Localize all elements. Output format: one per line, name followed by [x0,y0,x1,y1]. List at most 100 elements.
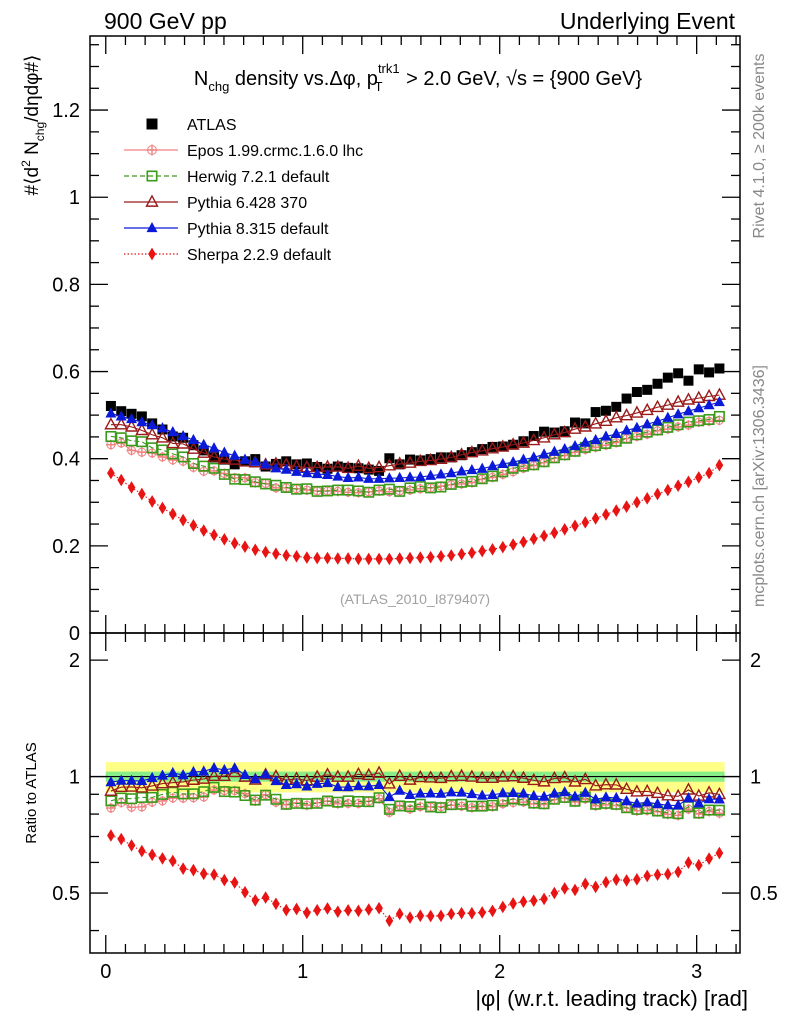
ratio-point-sherpa-2-2-9-default [653,868,662,882]
point-sherpa-2-2-9-default [643,492,652,505]
point-herwig-7-2-1-default [136,436,148,448]
point-atlas [291,459,302,470]
legend-marker [146,221,158,233]
point-pythia-8-315-default [332,470,344,481]
ratio-point-pythia-8-315-default [569,790,581,801]
ratio-point-herwig-7-2-1-default [218,786,230,798]
point-pythia-8-315-default [239,453,251,464]
legend-label: Pythia 6.428 370 [187,195,307,212]
ratio-point-pythia-6-428-370 [403,772,417,785]
ratio-point-pythia-8-315-default [559,786,571,797]
ratio-point-sherpa-2-2-9-default [323,902,332,915]
point-epos-1-99-crmc-1-6-0-lhc [126,445,137,456]
ratio-point-herwig-7-2-1-default [301,798,313,810]
point-herwig-7-2-1-default [456,476,468,488]
ratio-point-pythia-8-315-default [414,787,426,798]
ratio-point-sherpa-2-2-9-default [272,897,280,911]
ratio-point-herwig-7-2-1-default [445,799,457,811]
point-pythia-6-428-370 [207,449,221,462]
ratio-point-pythia-8-315-default [187,765,199,777]
ratio-point-pythia-6-428-370 [197,771,211,784]
ratio-point-sherpa-2-2-9-default [303,906,311,920]
ratio-point-sherpa-2-2-9-default [364,903,373,916]
ratio-point-pythia-8-315-default [404,788,416,799]
legend-item-atlas: ATLAS [146,117,237,134]
ratio-point-pythia-6-428-370 [537,774,551,787]
ratio-point-pythia-8-315-default [342,781,354,792]
ratio-point-pythia-8-315-default [208,761,220,773]
ratio-point-pythia-6-428-370 [217,768,232,781]
ratio-point-pythia-6-428-370 [630,784,644,797]
ratio-point-pythia-8-315-default [311,777,323,788]
point-pythia-6-428-370 [155,430,170,443]
point-pythia-6-428-370 [516,435,531,448]
ratio-point-pythia-8-315-default [487,788,499,799]
ratio-point-pythia-8-315-default [218,763,230,775]
point-sherpa-2-2-9-default [457,547,466,561]
ratio-point-sherpa-2-2-9-default [468,906,476,920]
point-sherpa-2-2-9-default [148,495,157,508]
point-herwig-7-2-1-default [414,481,426,493]
point-sherpa-2-2-9-default [663,483,672,497]
ratio-point-sherpa-2-2-9-default [230,876,239,889]
point-pythia-8-315-default [156,422,168,433]
point-herwig-7-2-1-default [249,476,261,488]
ratio-point-epos-1-99-crmc-1-6-0-lhc [415,801,426,812]
point-pythia-8-315-default [682,405,694,416]
ratio-point-sherpa-2-2-9-default [674,865,682,879]
ratio-point-pythia-8-315-default [167,766,179,778]
point-pythia-6-428-370 [186,441,201,454]
ratio-point-sherpa-2-2-9-default [581,877,590,891]
point-pythia-6-428-370 [145,427,159,440]
point-atlas [580,418,591,429]
x-axis-label: |φ| (w.r.t. leading track) [rad] [475,986,748,1011]
point-atlas [435,452,446,463]
point-herwig-7-2-1-default [198,460,210,472]
ratio-point-sherpa-2-2-9-default [127,839,136,852]
point-herwig-7-2-1-default [291,483,303,495]
point-pythia-8-315-default [579,436,591,447]
ratio-point-sherpa-2-2-9-default [519,895,528,909]
point-sherpa-2-2-9-default [612,504,621,517]
point-herwig-7-2-1-default [260,478,272,490]
ratio-point-herwig-7-2-1-default [414,798,426,810]
ratio-point-pythia-8-315-default [425,787,437,798]
point-sherpa-2-2-9-default [622,500,631,513]
ratio-point-pythia-8-315-default [156,769,168,780]
point-sherpa-2-2-9-default [303,551,311,564]
point-pythia-6-428-370 [104,417,118,430]
ratio-point-herwig-7-2-1-default [311,797,323,809]
point-pythia-8-315-default [631,421,643,432]
ratio-point-pythia-6-428-370 [135,780,149,793]
y-tick-label: 0 [69,623,80,645]
ratio-point-pythia-6-428-370 [640,783,654,797]
ratio-point-pythia-6-428-370 [382,776,397,789]
point-sherpa-2-2-9-default [210,528,218,542]
ratio-point-pythia-6-428-370 [434,770,448,784]
point-sherpa-2-2-9-default [199,524,208,537]
analysis-label: (ATLAS_2010_I879407) [340,591,490,607]
ratio-y-tick-label-right: 1 [750,767,761,789]
ratio-point-pythia-8-315-default [198,765,210,776]
point-sherpa-2-2-9-default [529,532,538,546]
ratio-point-pythia-6-428-370 [465,769,479,782]
ratio-point-pythia-6-428-370 [104,783,118,796]
point-pythia-8-315-default [321,468,333,479]
point-herwig-7-2-1-default [682,416,694,428]
ratio-point-herwig-7-2-1-default [394,800,406,812]
point-atlas [549,427,560,438]
point-pythia-8-315-default [373,472,385,483]
ratio-point-sherpa-2-2-9-default [540,892,548,906]
ratio-point-sherpa-2-2-9-default [138,844,146,858]
ratio-point-epos-1-99-crmc-1-6-0-lhc [105,803,116,814]
ratio-point-sherpa-2-2-9-default [241,885,249,899]
ratio-point-herwig-7-2-1-default [208,781,220,793]
ratio-point-pythia-8-315-default [466,788,478,799]
ratio-point-pythia-8-315-default [115,774,127,785]
ratio-point-pythia-8-315-default [435,787,447,798]
point-sherpa-2-2-9-default [602,508,610,521]
ratio-point-herwig-7-2-1-default [476,800,488,812]
ratio-point-sherpa-2-2-9-default [251,894,260,907]
point-pythia-8-315-default [167,426,179,437]
ratio-point-herwig-7-2-1-default [249,794,261,806]
